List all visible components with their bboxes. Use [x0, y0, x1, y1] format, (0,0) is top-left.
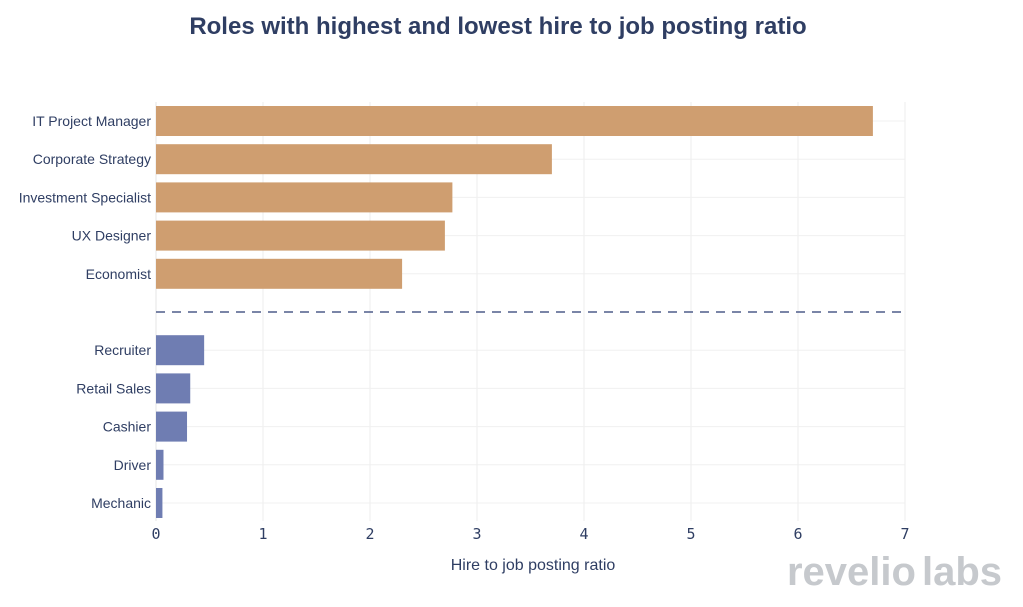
x-tick-label: 7 [900, 525, 909, 543]
x-tick-label: 0 [151, 525, 160, 543]
category-label: Corporate Strategy [33, 151, 151, 167]
category-label: Mechanic [91, 495, 151, 511]
chart-title: Roles with highest and lowest hire to jo… [189, 13, 806, 40]
bar [156, 335, 205, 366]
category-label: IT Project Manager [32, 113, 151, 129]
x-tick-label: 1 [258, 525, 267, 543]
x-axis-title: Hire to job posting ratio [451, 557, 616, 574]
logo-text-labs: labs [922, 550, 1002, 594]
bar [156, 449, 164, 480]
x-tick-label: 2 [365, 525, 374, 543]
bar [156, 411, 188, 442]
bar [156, 373, 191, 404]
x-tick-label: 6 [793, 525, 802, 543]
bar [156, 488, 163, 518]
category-label: UX Designer [72, 228, 152, 244]
bar [156, 220, 445, 251]
x-tick-label: 5 [686, 525, 695, 543]
category-label: Driver [114, 457, 152, 473]
x-axis-ticks: 0 1 2 3 4 5 6 7 [151, 525, 909, 543]
bar [156, 144, 552, 175]
category-label: Retail Sales [76, 380, 151, 396]
x-tick-label: 4 [579, 525, 588, 543]
bar [156, 258, 403, 289]
bar [156, 182, 453, 213]
logo-text-revelio: revelio [787, 550, 916, 594]
category-label: Investment Specialist [19, 189, 151, 205]
category-label: Recruiter [94, 342, 151, 358]
category-label: Economist [86, 266, 151, 282]
category-label: Cashier [103, 419, 152, 435]
revelio-labs-logo: revelio labs [787, 550, 1002, 594]
bar [156, 106, 873, 136]
bars [156, 106, 873, 518]
x-tick-label: 3 [472, 525, 481, 543]
category-labels: IT Project Manager Corporate Strategy Inve… [19, 113, 152, 511]
